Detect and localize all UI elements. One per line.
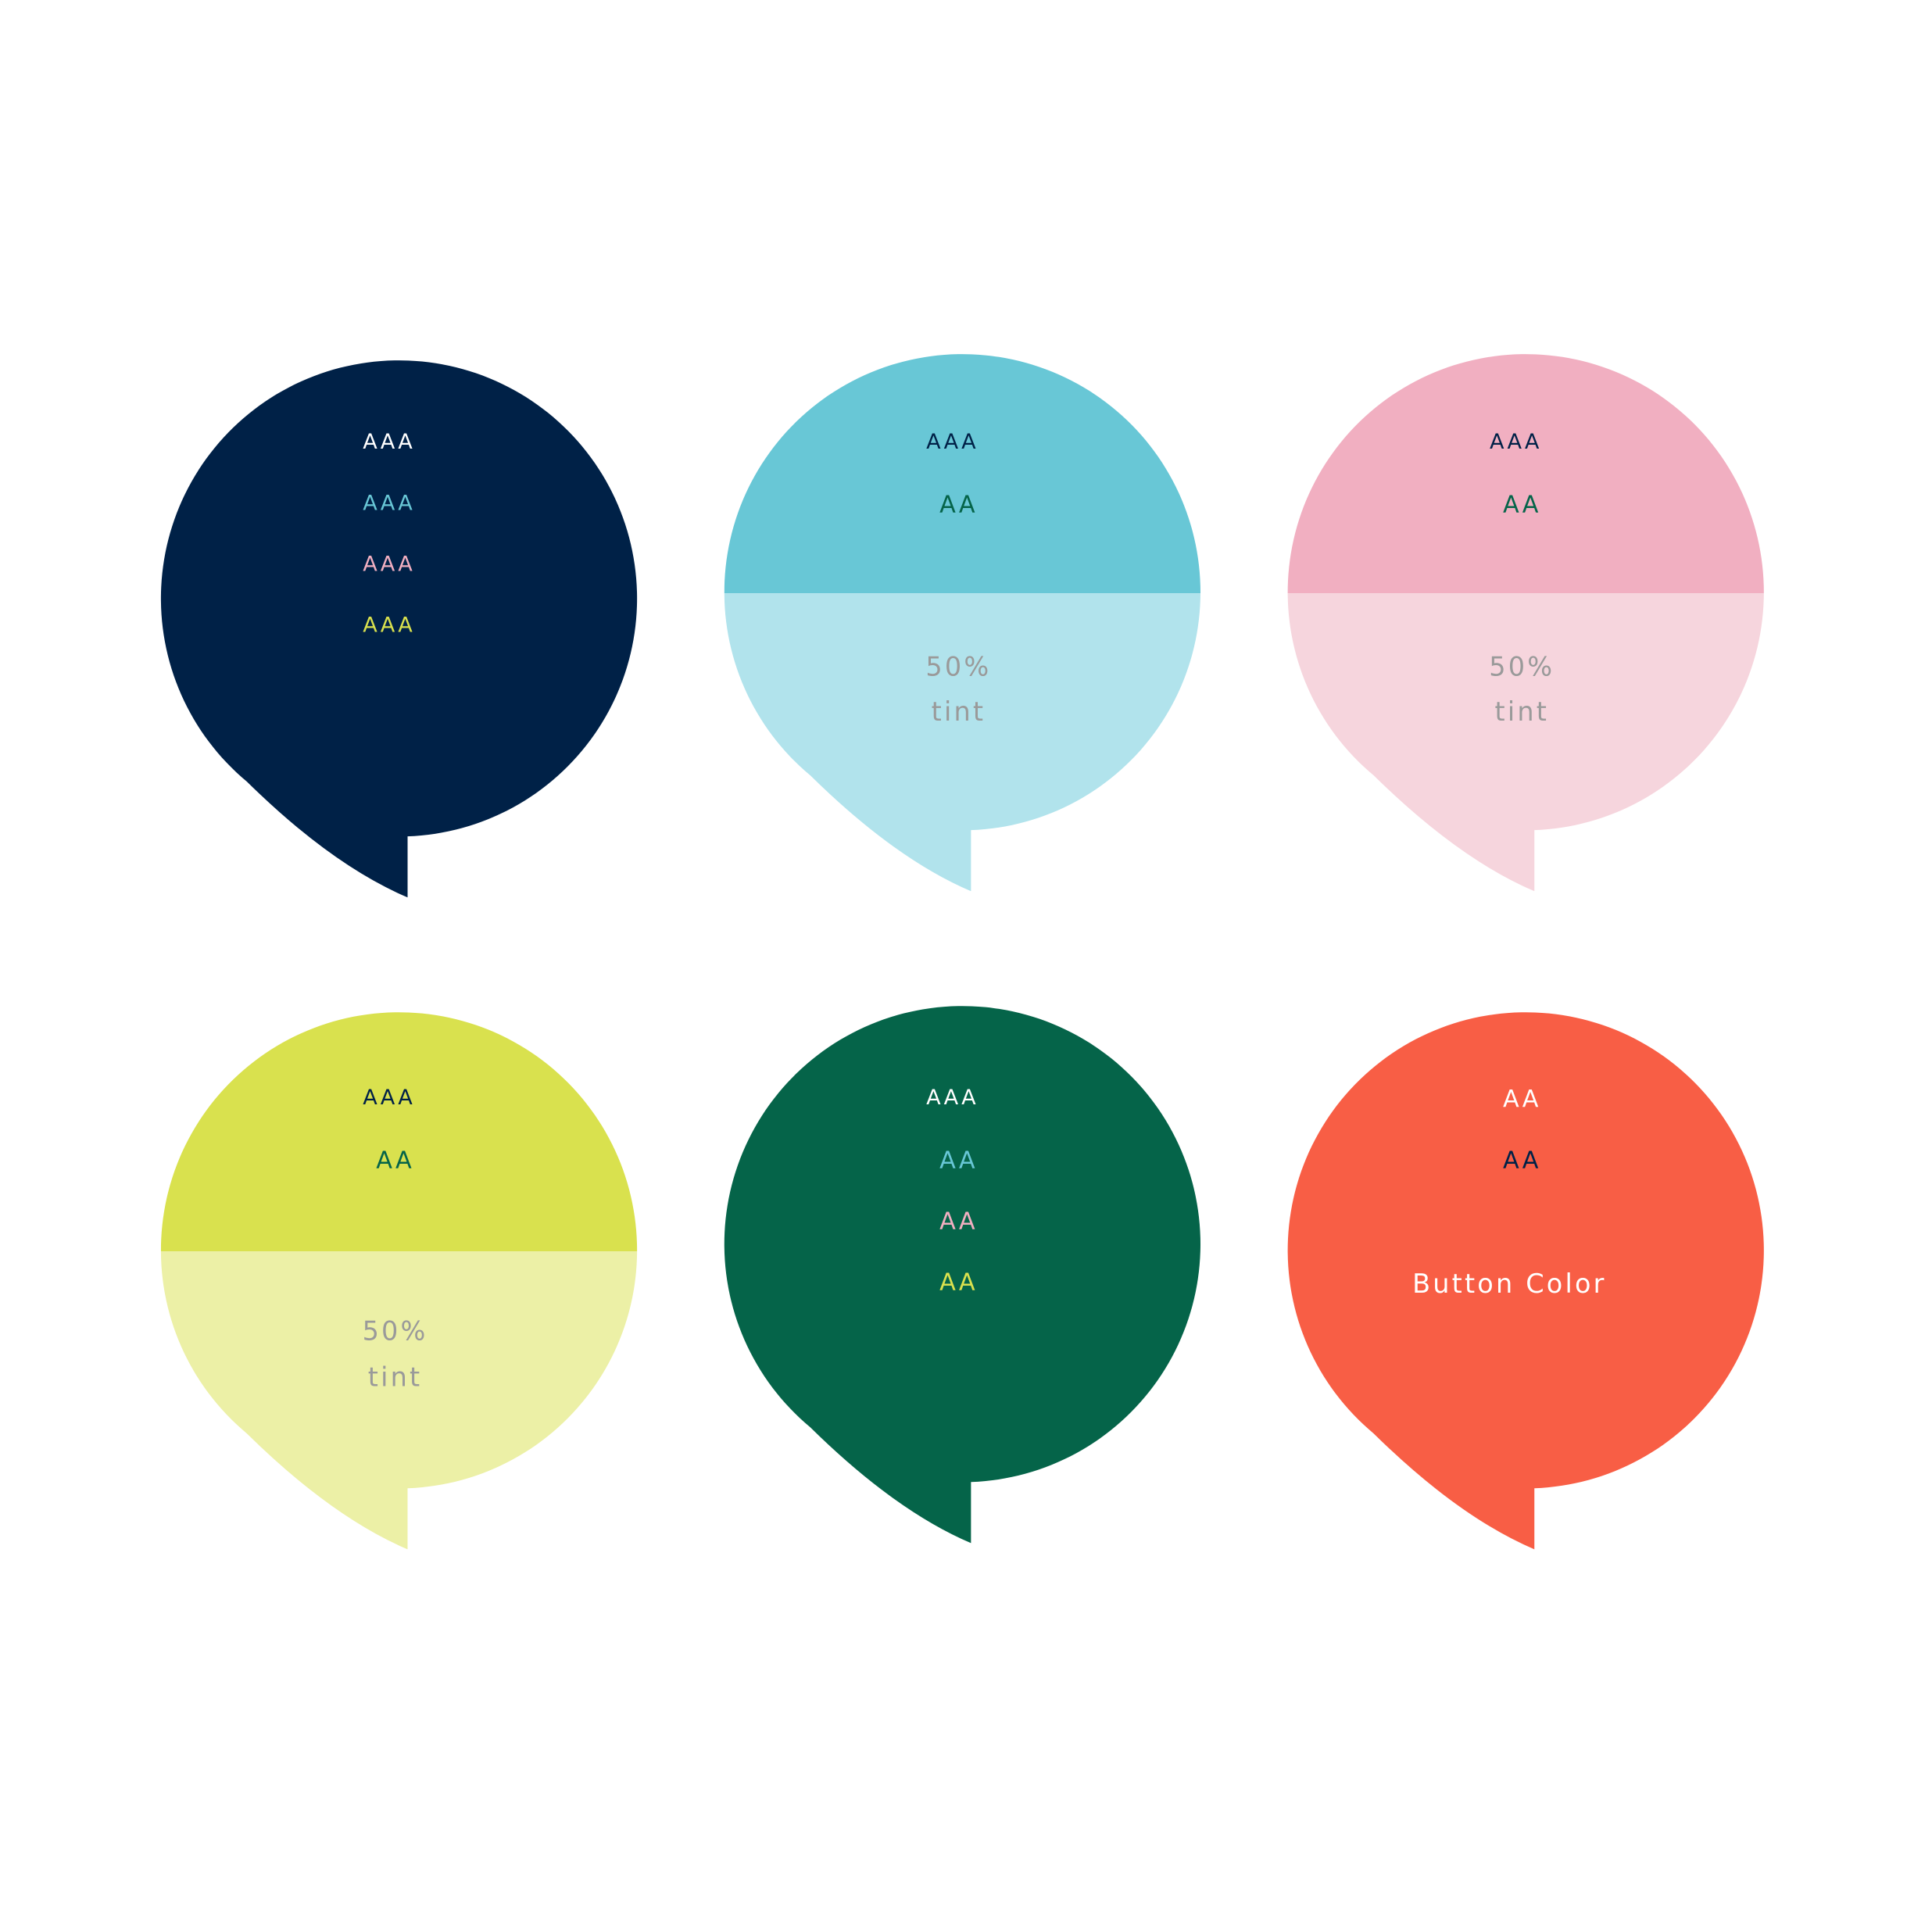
- tint-label: tint: [932, 696, 986, 727]
- tint-label: 50%: [925, 651, 991, 682]
- contrast-label: AA: [939, 491, 978, 518]
- tint-color-half: [1287, 593, 1764, 892]
- bubble-navy: [160, 360, 638, 898]
- contrast-label: AA: [1503, 491, 1541, 518]
- contrast-label: AA: [1503, 1147, 1541, 1174]
- contrast-label: AAA: [363, 430, 415, 454]
- contrast-label: AA: [939, 1269, 978, 1297]
- contrast-label: AA: [1503, 1086, 1541, 1113]
- tint-color-half: [724, 593, 1200, 892]
- contrast-label: AAA: [926, 430, 979, 454]
- contrast-label: AA: [939, 1208, 978, 1236]
- tint-label: tint: [368, 1361, 423, 1392]
- tint-label: tint: [1495, 696, 1550, 727]
- tint-label: 50%: [363, 1315, 428, 1346]
- bubble-green: [724, 1006, 1200, 1544]
- base-color-half: [724, 354, 1200, 594]
- contrast-label: AAA: [363, 1086, 415, 1110]
- base-color-half: [160, 1012, 638, 1252]
- contrast-label: AAA: [363, 491, 415, 515]
- contrast-label: AA: [376, 1147, 414, 1174]
- tint-color-half: [160, 1251, 638, 1550]
- tint-label: 50%: [1489, 651, 1555, 682]
- contrast-label: AAA: [363, 614, 415, 638]
- contrast-label: AA: [939, 1147, 978, 1174]
- base-color-half: [1287, 354, 1764, 594]
- bubble-coral: [1287, 1012, 1764, 1550]
- contrast-label: AAA: [1490, 430, 1542, 454]
- button-color-caption: Button Color: [1412, 1268, 1607, 1299]
- contrast-label: AAA: [363, 552, 415, 576]
- contrast-label: AAA: [926, 1086, 979, 1110]
